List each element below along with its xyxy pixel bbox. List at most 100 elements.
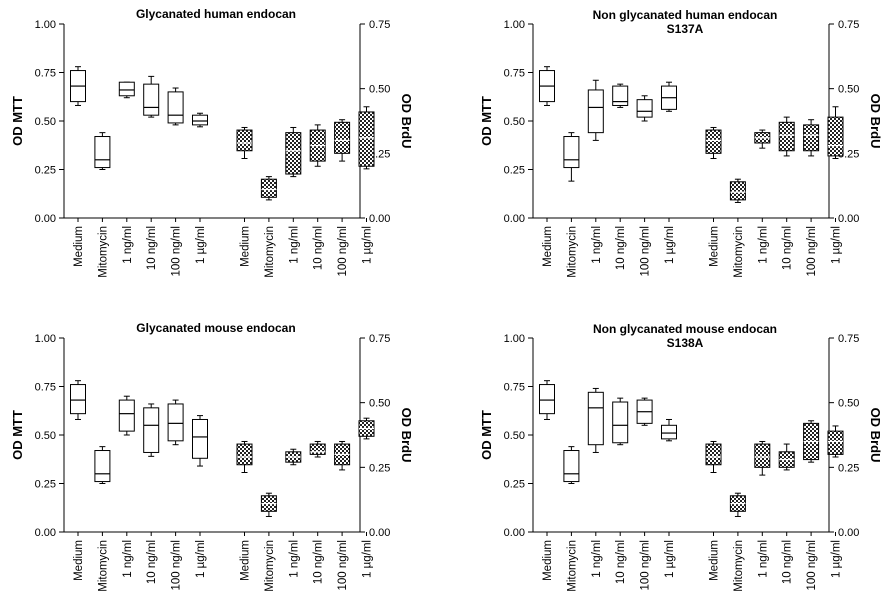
category-label: 1 µg/ml bbox=[362, 226, 374, 264]
y-axis-label-right: OD BrdU bbox=[399, 94, 414, 149]
category-label: 1 µg/ml bbox=[664, 540, 676, 578]
category-label: 100 ng/ml bbox=[171, 226, 183, 277]
box-brdu bbox=[334, 119, 351, 162]
y-axis-label-left: OD MTT bbox=[479, 96, 494, 146]
category-label: Mitomycin bbox=[566, 226, 578, 278]
category-label: 100 ng/ml bbox=[640, 226, 652, 277]
category-label: Mitomycin bbox=[733, 540, 745, 592]
box-mtt bbox=[539, 380, 555, 420]
right-tick-label: 0.75 bbox=[369, 333, 390, 345]
box-body bbox=[143, 83, 160, 116]
box-mtt bbox=[661, 81, 677, 112]
panel-subtitle: S137A bbox=[667, 22, 704, 36]
box-body bbox=[587, 89, 604, 134]
box-brdu bbox=[260, 176, 277, 201]
left-tick-label: 0.75 bbox=[504, 382, 525, 394]
box-mtt bbox=[70, 66, 86, 106]
box-mtt bbox=[587, 79, 604, 141]
box-mtt bbox=[563, 446, 580, 484]
box-body bbox=[236, 129, 253, 152]
box-body bbox=[285, 132, 302, 175]
right-tick-label: 0.25 bbox=[838, 462, 859, 474]
box-mtt bbox=[636, 397, 653, 426]
box-mtt bbox=[167, 87, 184, 126]
category-label: 1 µg/ml bbox=[195, 540, 207, 578]
category-label: 1 ng/ml bbox=[288, 226, 300, 264]
category-label: Medium bbox=[73, 226, 85, 267]
box-mtt bbox=[612, 397, 629, 446]
y-axis-label-right: OD BrdU bbox=[868, 408, 883, 463]
panel-subtitle: S138A bbox=[667, 336, 704, 350]
box-body bbox=[636, 99, 653, 118]
category-label: Mitomycin bbox=[264, 226, 276, 278]
right-tick-label: 0.00 bbox=[369, 213, 390, 225]
box-body bbox=[563, 136, 580, 169]
category-label: 10 ng/ml bbox=[146, 540, 158, 584]
left-tick-label: 1.00 bbox=[504, 333, 525, 345]
left-tick-label: 1.00 bbox=[35, 19, 56, 31]
box-brdu bbox=[778, 443, 795, 471]
left-tick-label: 0.00 bbox=[35, 527, 56, 539]
right-tick-label: 0.25 bbox=[369, 462, 390, 474]
left-tick-label: 0.25 bbox=[504, 165, 525, 177]
box-brdu bbox=[754, 129, 771, 149]
box-body bbox=[612, 85, 629, 106]
category-label: Mitomycin bbox=[264, 540, 276, 592]
category-label: 100 ng/ml bbox=[171, 540, 183, 591]
box-body bbox=[118, 81, 135, 97]
box-mtt bbox=[118, 395, 135, 436]
box-mtt bbox=[94, 132, 111, 170]
category-label: Medium bbox=[709, 540, 721, 581]
category-label: Medium bbox=[542, 540, 554, 581]
panel-title: Glycanated human endocan bbox=[136, 7, 296, 21]
left-tick-label: 0.75 bbox=[35, 382, 56, 394]
box-body bbox=[260, 178, 277, 198]
category-label: 1 ng/ml bbox=[122, 226, 134, 264]
box-body bbox=[705, 443, 722, 466]
right-tick-label: 0.50 bbox=[838, 398, 859, 410]
category-label: Medium bbox=[73, 540, 85, 581]
y-axis-label-right: OD BrdU bbox=[399, 408, 414, 463]
category-label: 100 ng/ml bbox=[806, 540, 818, 591]
box-body bbox=[803, 124, 820, 152]
box-body bbox=[94, 450, 111, 483]
left-tick-label: 0.00 bbox=[35, 213, 56, 225]
box-mtt bbox=[167, 399, 184, 446]
box-brdu bbox=[705, 440, 722, 474]
right-tick-label: 0.00 bbox=[369, 527, 390, 539]
box-body bbox=[587, 391, 604, 446]
right-tick-label: 0.75 bbox=[838, 333, 859, 345]
right-tick-label: 0.50 bbox=[838, 84, 859, 96]
category-label: 1 µg/ml bbox=[362, 540, 374, 578]
category-label: 10 ng/ml bbox=[782, 540, 794, 584]
box-body bbox=[192, 418, 208, 459]
box-brdu bbox=[260, 492, 277, 517]
box-body bbox=[705, 129, 722, 154]
box-body bbox=[612, 401, 629, 444]
box-mtt bbox=[612, 83, 629, 108]
box-brdu bbox=[729, 178, 746, 203]
box-body bbox=[334, 121, 351, 154]
box-brdu bbox=[309, 124, 326, 167]
category-label: 1 ng/ml bbox=[122, 540, 134, 578]
box-mtt bbox=[94, 446, 111, 484]
left-tick-label: 0.75 bbox=[504, 68, 525, 80]
box-body bbox=[309, 443, 326, 455]
category-label: 1 ng/ml bbox=[591, 226, 603, 264]
box-brdu bbox=[285, 126, 302, 178]
panel-title: Non glycanated human endocan bbox=[593, 8, 778, 22]
right-tick-label: 0.00 bbox=[838, 213, 859, 225]
box-body bbox=[143, 407, 160, 453]
box-brdu bbox=[729, 492, 746, 517]
box-brdu bbox=[236, 126, 253, 160]
box-mtt bbox=[143, 403, 160, 457]
category-label: 1 ng/ml bbox=[757, 540, 769, 578]
box-brdu bbox=[803, 119, 820, 157]
box-mtt bbox=[192, 415, 208, 467]
box-mtt bbox=[636, 95, 653, 122]
y-axis-label-left: OD MTT bbox=[479, 410, 494, 460]
box-brdu bbox=[358, 106, 375, 170]
box-body bbox=[563, 450, 580, 483]
category-label: Medium bbox=[709, 226, 721, 267]
